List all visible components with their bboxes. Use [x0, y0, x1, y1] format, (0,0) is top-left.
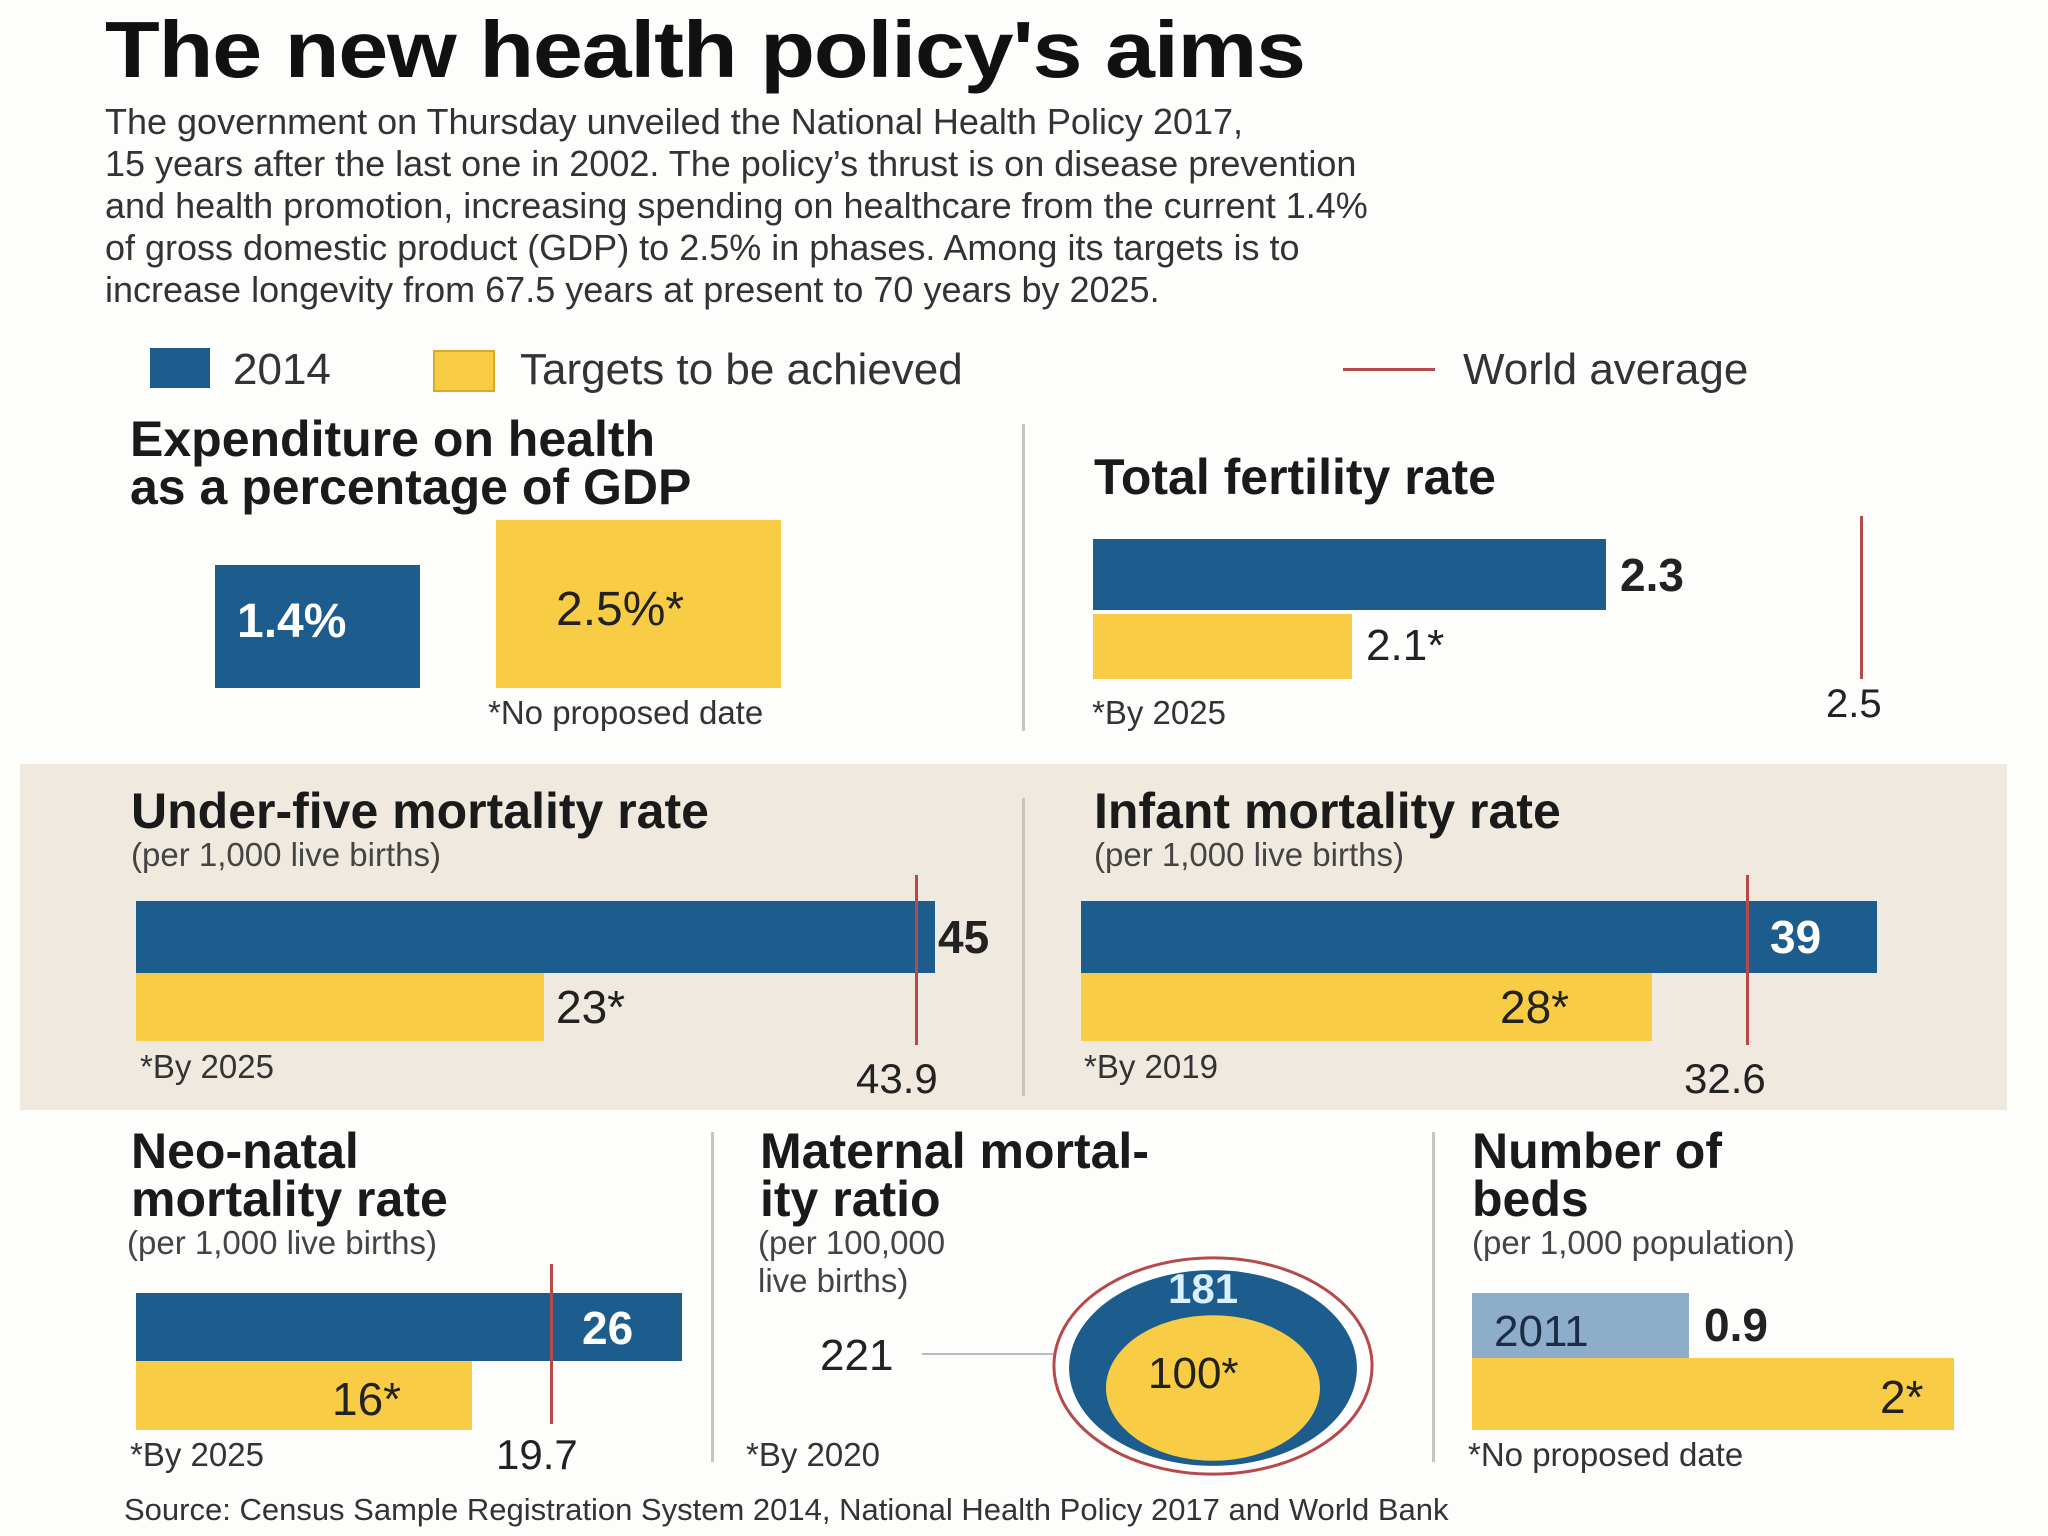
category-label-2011: 2011: [1494, 1307, 1589, 1356]
intro-line: 15 years after the last one in 2002. The…: [105, 143, 1357, 184]
panel-subtitle: (per 1,000 live births): [1094, 836, 1404, 873]
value-label-2014: 2.3: [1620, 549, 1684, 601]
value-label-2011: 0.9: [1704, 1299, 1768, 1351]
value-label-target: 2*: [1880, 1371, 1924, 1423]
intro-line: increase longevity from 67.5 years at pr…: [105, 269, 1160, 310]
intro-line: The government on Thursday unveiled the …: [105, 101, 1244, 142]
legend-label-world: World average: [1463, 345, 1749, 394]
panel-title: mortality rate: [131, 1171, 448, 1227]
panel-title: Neo-natal: [131, 1123, 359, 1179]
world-average-line: [915, 875, 919, 1045]
bar-2014: [1093, 539, 1607, 610]
panel-title: Under-five mortality rate: [131, 783, 709, 839]
legend-swatch-targets: [433, 350, 495, 392]
footnote: *By 2025: [140, 1048, 274, 1085]
value-label-target: 23*: [556, 981, 626, 1033]
bar-target: [1081, 973, 1653, 1041]
value-label-target: 2.5%*: [556, 583, 685, 636]
panel-title: Number of: [1472, 1123, 1722, 1179]
value-label-2014: 26: [582, 1302, 634, 1354]
divider: [1022, 424, 1025, 731]
world-average-label: 43.9: [856, 1055, 938, 1102]
footnote: *By 2025: [1092, 694, 1226, 731]
world-average-label: 2.5: [1826, 682, 1882, 726]
legend-swatch-2014: [150, 348, 210, 388]
divider: [1022, 798, 1025, 1096]
footnote: *By 2019: [1084, 1048, 1218, 1085]
panel-subtitle: live births): [758, 1262, 909, 1299]
value-label-target: 28*: [1500, 981, 1570, 1033]
bar-target: [136, 973, 545, 1041]
divider: [711, 1132, 714, 1462]
bar-2014: [136, 1293, 682, 1361]
bar-2014: [215, 565, 420, 688]
circle-target: [1106, 1315, 1320, 1461]
panel-subtitle: (per 1,000 live births): [127, 1224, 437, 1261]
intro-line: of gross domestic product (GDP) to 2.5% …: [105, 227, 1300, 268]
world-average-line: [549, 1264, 553, 1424]
value-label-2014: 39: [1770, 911, 1822, 963]
panel-subtitle: (per 1,000 population): [1472, 1224, 1795, 1261]
bar-2011: [1472, 1293, 1689, 1358]
value-label-target: 2.1*: [1366, 621, 1445, 670]
footnote: *By 2025: [130, 1436, 264, 1473]
panel-title: Infant mortality rate: [1094, 783, 1561, 839]
panel-title: Total fertility rate: [1094, 449, 1496, 505]
bar-target: [1093, 614, 1353, 679]
panel-title: ity ratio: [760, 1171, 941, 1227]
value-label-target: 16*: [332, 1373, 402, 1425]
footnote: *By 2020: [746, 1436, 880, 1473]
value-label-target: 100*: [1148, 1349, 1239, 1398]
bar-target: [136, 1361, 472, 1430]
world-average-label: 221: [820, 1331, 894, 1380]
value-label-2014: 1.4%: [237, 595, 347, 648]
bar-target: [496, 520, 781, 688]
panel-title: Expenditure on health: [130, 411, 656, 467]
panel-title: Maternal mortal-: [760, 1123, 1149, 1179]
footnote: *No proposed date: [488, 694, 764, 731]
bar-target: [1472, 1358, 1954, 1430]
panel-title: as a percentage of GDP: [130, 459, 692, 515]
footnote: *No proposed date: [1468, 1436, 1744, 1473]
panel-subtitle: (per 1,000 live births): [131, 836, 441, 873]
panel-subtitle: (per 100,000: [758, 1224, 946, 1261]
divider: [1432, 1132, 1435, 1462]
world-average-line: [1860, 516, 1864, 679]
legend-label-2014: 2014: [233, 345, 331, 394]
source-note: Source: Census Sample Registration Syste…: [124, 1492, 1449, 1527]
world-average-label: 32.6: [1684, 1055, 1766, 1102]
value-label-2014: 181: [1168, 1265, 1239, 1312]
page-title: The new health policy's aims: [105, 5, 1306, 94]
panel-title: beds: [1472, 1171, 1589, 1227]
world-average-label: 19.7: [496, 1431, 578, 1478]
value-label-2014: 45: [938, 911, 990, 963]
intro-line: and health promotion, increasing spendin…: [105, 185, 1368, 226]
bar-2014: [1081, 901, 1877, 973]
legend-line-world: [1343, 368, 1435, 371]
legend-label-targets: Targets to be achieved: [520, 345, 963, 394]
bar-2014: [136, 901, 935, 973]
world-average-line: [1746, 875, 1750, 1045]
